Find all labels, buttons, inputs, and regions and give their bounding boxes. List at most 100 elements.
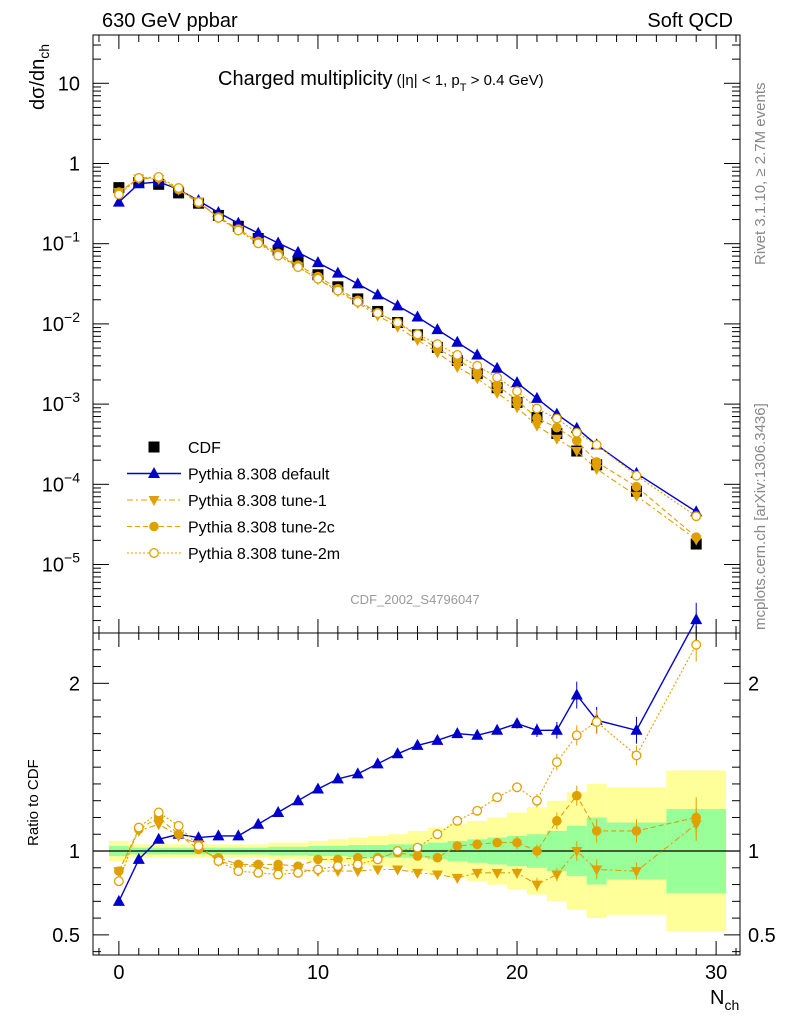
data-point [133, 173, 144, 183]
ratio-point [351, 767, 364, 779]
ratio-point [630, 867, 642, 878]
ratio-point [512, 837, 522, 848]
ratio-point [313, 864, 323, 875]
legend-marker [148, 496, 160, 506]
ratio-point [551, 870, 563, 881]
ratio-point [451, 727, 464, 739]
ratio-point [332, 861, 343, 872]
data-point [411, 310, 424, 322]
legend: CDF Pythia 8.308 default Pythia 8.308 tune… [127, 440, 340, 563]
data-point [193, 197, 204, 208]
ratio-point [273, 869, 284, 880]
ratio-point [232, 829, 245, 841]
data-point [552, 422, 562, 433]
header-category-label: Soft QCD [647, 10, 733, 32]
data-point [512, 395, 522, 405]
data-point [491, 361, 504, 373]
ratio-point [491, 868, 503, 879]
ratio-point [591, 826, 602, 836]
ratio-point [431, 870, 443, 881]
y-tick-label: 10−2 [42, 309, 80, 336]
ratio-y-axis-label: Ratio to CDF [25, 759, 42, 846]
ratio-point [551, 757, 562, 768]
data-point [352, 296, 363, 307]
ratio-point [691, 639, 702, 650]
ratio-y-tick-label: 2 [69, 673, 80, 695]
data-point [531, 403, 542, 414]
data-point [532, 413, 542, 423]
legend-marker [149, 548, 159, 558]
data-point [571, 435, 582, 446]
ratio-point [173, 829, 184, 840]
ratio-point [412, 842, 423, 853]
data-point [511, 376, 524, 388]
ratio-y-tick-label-right: 2 [748, 673, 759, 695]
ratio-point [452, 841, 463, 851]
data-point [571, 447, 583, 458]
ratio-point [133, 822, 144, 833]
data-point [292, 245, 305, 257]
x-tick-label: 0 [113, 962, 124, 984]
data-point [113, 189, 124, 200]
ratio-point [631, 826, 642, 836]
ratio-point [471, 868, 483, 879]
ratio-point [472, 805, 483, 816]
ratio-point [372, 865, 384, 876]
ratio-point [550, 723, 563, 735]
data-point [631, 470, 642, 481]
ratio-series-pythia-8-308-default [112, 602, 703, 906]
ratio-point [432, 829, 443, 840]
ratio-point [313, 854, 323, 865]
data-point [331, 266, 344, 278]
header-energy-label: 630 GeV ppbar [102, 10, 238, 32]
ratio-point [552, 816, 562, 826]
data-point [591, 465, 603, 476]
ratio-point [213, 856, 224, 867]
ratio-point [331, 772, 344, 784]
legend-label: CDF [188, 440, 221, 457]
main-series-pythia-8-308-tune-2c [114, 173, 702, 542]
ratio-point [212, 829, 225, 841]
ratio-point [472, 839, 483, 850]
ratio-point [153, 807, 164, 818]
ratio-point [531, 795, 542, 806]
x-tick-label: 10 [307, 962, 329, 984]
ratio-point [292, 794, 305, 806]
ratio-point [451, 873, 463, 884]
ratio-point [411, 868, 423, 879]
main-series-pythia-8-308-tune-1 [113, 174, 702, 546]
ratio-point [532, 846, 542, 856]
ratio-point [531, 880, 543, 891]
main-series-pythia-8-308-tune-2m [113, 171, 702, 522]
data-point [471, 374, 483, 385]
ratio-point [392, 846, 403, 856]
ratio-point [352, 867, 364, 878]
ratio-series-pythia-8-308-tune-2m [113, 627, 702, 887]
ratio-point [471, 728, 484, 740]
data-point [112, 195, 125, 207]
data-point [431, 323, 444, 335]
data-point [252, 226, 265, 238]
data-point [492, 380, 502, 391]
ratio-point [511, 717, 524, 729]
ratio-point [391, 747, 404, 759]
ratio-point [452, 815, 463, 826]
data-point [551, 428, 563, 440]
x-tick-label: 30 [705, 962, 727, 984]
ratio-point [153, 820, 165, 831]
ratio-point [371, 757, 384, 769]
data-point [530, 391, 543, 403]
legend-label: Pythia 8.308 tune-2m [188, 546, 340, 563]
plot-title: Charged multiplicity (|η| < 1, pT > 0.4 G… [218, 68, 544, 94]
y-tick-label: 10−1 [42, 229, 80, 256]
ratio-y-tick-label: 0.5 [52, 925, 80, 947]
ratio-point [492, 837, 502, 848]
ratio-y-tick-label-right: 1 [748, 841, 759, 863]
y-tick-label: 10 [58, 73, 80, 95]
ratio-point [311, 782, 324, 794]
data-point [571, 427, 582, 438]
ratio-point [193, 841, 204, 851]
data-point [531, 421, 543, 432]
data-point [551, 434, 563, 445]
